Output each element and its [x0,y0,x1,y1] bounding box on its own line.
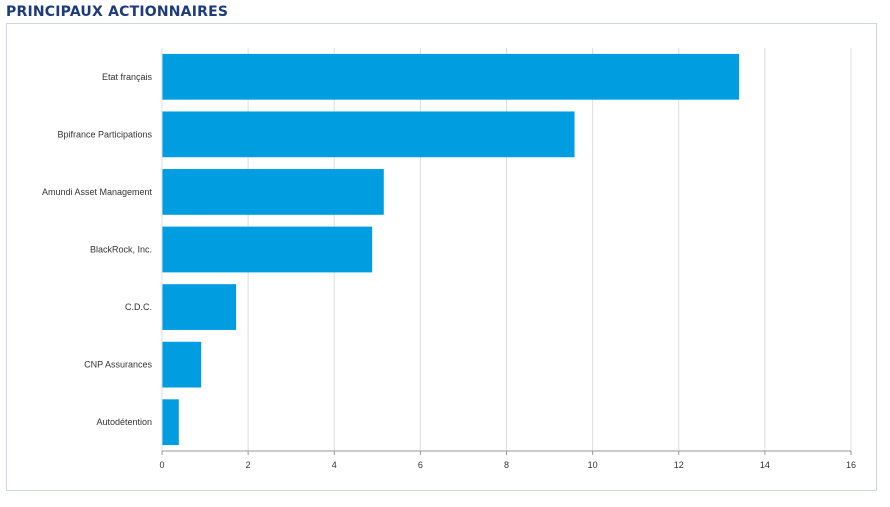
bar [162,226,373,273]
bars [162,53,740,446]
x-tick-label: 16 [846,460,856,470]
bar [162,399,179,446]
x-tick-label: 4 [332,460,337,470]
bar [162,111,575,158]
x-axis: 0 2 4 6 8 10 12 14 16 [159,450,856,470]
x-tick-label: 10 [588,460,598,470]
category-label: Amundi Asset Management [42,187,153,197]
bar [162,284,237,330]
bar-chart: 0 2 4 6 8 10 12 14 16 Etat français Bpifrance Par… [42,48,856,470]
bar [162,169,384,215]
x-tick-label: 0 [159,460,164,470]
category-labels: Etat français Bpifrance Participations Amu… [42,72,153,427]
category-label: C.D.C. [125,302,152,312]
x-tick-label: 8 [504,460,509,470]
bar [162,341,202,388]
category-label: BlackRock, Inc. [90,245,152,255]
x-tick-label: 14 [760,460,770,470]
chart-title: PRINCIPAUX ACTIONNAIRES [6,4,229,20]
category-label: Etat français [102,72,153,82]
category-label: CNP Assurances [84,360,152,370]
x-tick-label: 2 [246,460,251,470]
chart-panel: 0 2 4 6 8 10 12 14 16 Etat français Bpifrance Par… [6,23,877,491]
category-label: Autodétention [96,417,152,427]
bar [162,53,740,100]
x-tick-label: 6 [418,460,423,470]
x-tick-label: 12 [674,460,684,470]
category-label: Bpifrance Participations [57,129,152,139]
